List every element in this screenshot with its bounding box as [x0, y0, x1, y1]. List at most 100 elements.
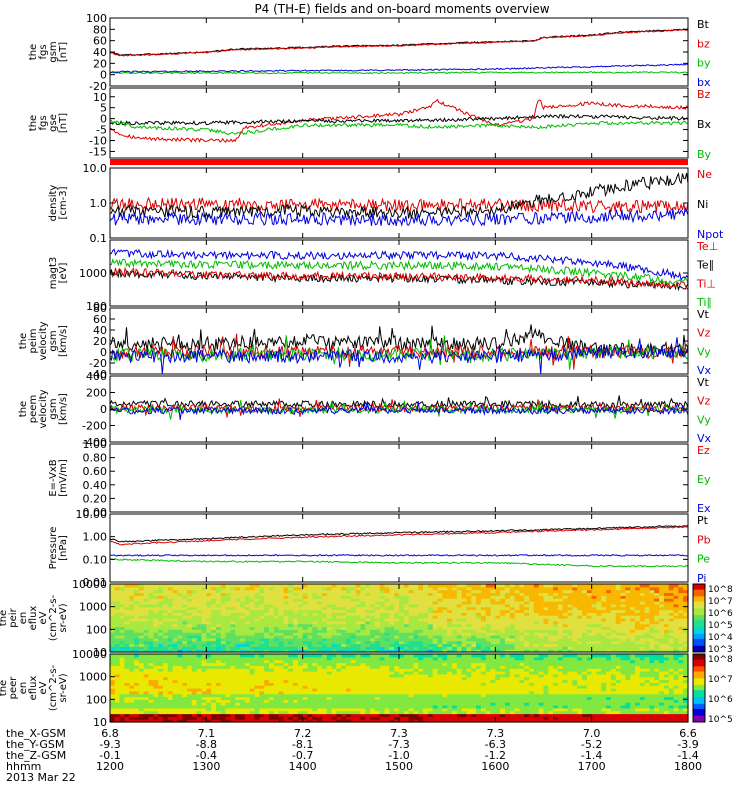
heatmap-cell [134, 623, 140, 628]
heatmap-cell [196, 690, 203, 695]
heatmap-cell [572, 637, 578, 642]
heatmap-cell [365, 682, 371, 686]
heatmap-cell [110, 688, 116, 692]
heatmap-cell [476, 635, 482, 639]
heatmap-cell [683, 640, 689, 645]
heatmap-cell [211, 668, 217, 672]
heatmap-cell [273, 612, 280, 616]
heatmap-cell [119, 656, 126, 661]
heatmap-cell [321, 673, 328, 678]
heatmap-cell [663, 603, 670, 608]
heatmap-cell [355, 713, 362, 717]
heatmap-cell [480, 632, 487, 636]
heatmap-cell [119, 719, 126, 723]
heatmap-cell [635, 623, 641, 628]
heatmap-cell [138, 635, 145, 639]
heatmap-cell [374, 702, 381, 706]
series-line-bz [109, 29, 689, 57]
heatmap-cell [654, 609, 660, 613]
heatmap-cell [418, 632, 424, 636]
heatmap-cell [447, 598, 453, 602]
heatmap-cell [557, 620, 564, 625]
heatmap-cell [162, 626, 169, 630]
heatmap-cell [211, 682, 217, 686]
heatmap-cell [288, 635, 294, 639]
heatmap-cell [254, 682, 260, 686]
heatmap-cell [321, 609, 328, 613]
heatmap-cell [374, 690, 381, 695]
heatmap-cell [379, 654, 386, 658]
heatmap-cell [225, 699, 232, 703]
heatmap-cell [167, 676, 174, 681]
heatmap-cell [172, 615, 179, 619]
heatmap-cell [201, 643, 207, 647]
heatmap-cell [394, 679, 400, 683]
heatmap-cell [167, 699, 174, 703]
heatmap-cell [365, 603, 371, 608]
heatmap-cell [331, 649, 337, 653]
heatmap-cell [572, 615, 578, 619]
heatmap-cell [167, 615, 174, 619]
heatmap-cell [326, 699, 333, 703]
heatmap-cell [538, 595, 545, 599]
heatmap-cell [244, 606, 251, 611]
heatmap-cell [341, 643, 347, 647]
panel-frame [109, 443, 689, 513]
heatmap-cell [370, 595, 376, 599]
heatmap-cell [191, 589, 198, 594]
heatmap-cell [187, 668, 193, 672]
heatmap-cell [639, 643, 646, 647]
heatmap-cell [620, 609, 626, 613]
heatmap-cell [153, 705, 159, 709]
heatmap-cell [389, 643, 395, 647]
heatmap-cell [240, 598, 246, 602]
heatmap-cell [582, 595, 588, 599]
heatmap-cell [143, 584, 150, 588]
heatmap-cell [235, 676, 241, 681]
heatmap-cell [649, 640, 655, 645]
heatmap-cell [288, 682, 294, 686]
heatmap-cell [240, 584, 246, 588]
heatmap-cell [302, 682, 309, 686]
heatmap-cell [480, 640, 487, 645]
heatmap-cell [220, 676, 227, 681]
heatmap-cell [259, 640, 265, 645]
heatmap-cell [119, 716, 126, 720]
heatmap-cell [124, 612, 130, 616]
heatmap-cell [514, 649, 521, 653]
heatmap-cell [582, 635, 588, 639]
heatmap-cell [495, 584, 501, 588]
heatmap-cell [187, 595, 193, 599]
heatmap-cell [302, 635, 309, 639]
heatmap-cell [264, 632, 270, 636]
heatmap-cell [162, 713, 169, 717]
y-axis-label-line: peir [8, 607, 19, 627]
heatmap-cell [177, 615, 183, 619]
heatmap-cell [211, 601, 217, 605]
heatmap-cell [374, 662, 381, 666]
heatmap-cell [456, 646, 463, 650]
heatmap-cell [129, 668, 135, 672]
series-line-vx [109, 337, 689, 375]
heatmap-cell [273, 609, 280, 613]
heatmap-cell [408, 649, 415, 653]
heatmap-cell [399, 589, 405, 594]
heatmap-cell [244, 646, 251, 650]
heatmap-cell [143, 668, 150, 672]
heatmap-cell [326, 654, 333, 658]
heatmap-cell [235, 609, 241, 613]
heatmap-cell [471, 612, 477, 616]
heatmap-cell [437, 671, 443, 675]
heatmap-cell [215, 603, 222, 608]
heatmap-cell [182, 618, 188, 622]
heatmap-cell [427, 640, 434, 645]
heatmap-cell [230, 618, 236, 622]
heatmap-cell [288, 598, 294, 602]
heatmap-cell [182, 637, 188, 642]
heatmap-cell [187, 618, 193, 622]
heatmap-cell [283, 693, 289, 698]
heatmap-cell [610, 637, 617, 642]
heatmap-cell [288, 659, 294, 664]
heatmap-cell [336, 662, 342, 666]
legend-by: by [697, 57, 711, 70]
